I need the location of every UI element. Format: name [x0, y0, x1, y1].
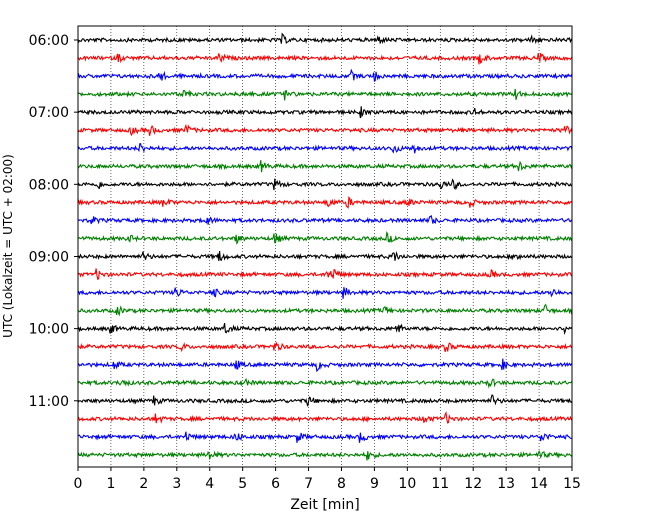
y-axis-label: UTC (Lokalzeit = UTC + 02:00)	[1, 154, 15, 338]
y-tick-label: 08:00	[29, 177, 69, 193]
trace-1115	[77, 410, 573, 424]
x-tick-label: 5	[238, 476, 247, 492]
y-tick-label: 10:00	[29, 322, 69, 338]
x-axis-ticks: 0 1 2 3 4 5 6 7 8 9 10 11 12 13 14 15	[74, 467, 581, 492]
trace-1130	[77, 431, 573, 443]
x-tick-label: 15	[563, 476, 581, 492]
y-axis-ticks: 06:00 07:00 08:00 09:00 10:00 11:00	[29, 33, 78, 410]
trace-0715	[77, 123, 573, 137]
x-tick-label: 9	[370, 476, 379, 492]
trace-0930	[77, 287, 573, 299]
x-tick-label: 3	[172, 476, 181, 492]
x-tick-label: 7	[304, 476, 313, 492]
x-tick-label: 0	[74, 476, 83, 492]
trace-1045	[77, 377, 573, 389]
trace-0700	[77, 106, 573, 119]
trace-0730	[77, 143, 573, 154]
trace-0815	[77, 196, 573, 209]
trace-1100	[77, 393, 573, 407]
trace-0845	[77, 230, 573, 245]
trace-0615	[77, 53, 573, 65]
trace-1030	[77, 358, 573, 373]
x-tick-label: 14	[530, 476, 548, 492]
x-tick-label: 6	[271, 476, 280, 492]
trace-0830	[77, 214, 573, 225]
x-axis-label: Zeit [min]	[290, 497, 359, 513]
trace-1145	[77, 449, 573, 461]
trace-0630	[77, 68, 573, 82]
trace-1015	[77, 341, 573, 353]
trace-0915	[77, 268, 573, 281]
trace-0645	[77, 88, 573, 101]
y-tick-label: 09:00	[29, 249, 69, 265]
x-tick-label: 12	[464, 476, 482, 492]
x-tick-label: 10	[398, 476, 416, 492]
trace-0800	[77, 178, 572, 191]
plot-frame	[77, 25, 573, 468]
x-tick-label: 2	[139, 476, 148, 492]
x-tick-label: 1	[106, 476, 115, 492]
x-tick-label: 13	[497, 476, 515, 492]
x-tick-label: 11	[431, 476, 449, 492]
trace-0900	[77, 250, 573, 261]
trace-1000	[78, 322, 573, 336]
trace-0945	[77, 303, 573, 317]
trace-0745	[77, 160, 573, 173]
x-tick-label: 4	[205, 476, 214, 492]
seismic-traces	[77, 32, 573, 461]
trace-0600	[77, 32, 573, 45]
x-tick-label: 8	[337, 476, 346, 492]
y-tick-label: 06:00	[29, 33, 69, 49]
y-tick-label: 11:00	[29, 394, 69, 410]
y-tick-label: 07:00	[29, 105, 69, 121]
